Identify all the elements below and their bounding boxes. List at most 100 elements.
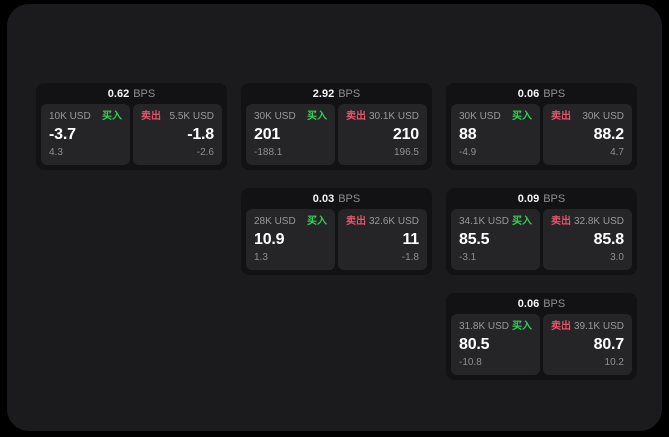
buy-side-label: 买入: [102, 111, 122, 122]
sell-panel[interactable]: 卖出 30.1K USD 210 196.5: [338, 104, 427, 165]
buy-delta-value: -10.8: [459, 357, 482, 368]
sell-side-label: 卖出: [346, 111, 366, 122]
buy-side-label: 买入: [512, 321, 532, 332]
quote-card: 0.06 BPS 31.8K USD 买入 80.5 -10.8 卖出 39.1…: [446, 293, 637, 380]
buy-panel[interactable]: 10K USD 买入 -3.7 4.3: [41, 104, 130, 165]
sell-price-value: -1.8: [187, 126, 214, 143]
sell-panel[interactable]: 卖出 5.5K USD -1.8 -2.6: [133, 104, 222, 165]
buy-delta-value: -3.1: [459, 252, 477, 263]
bps-unit-label: BPS: [543, 297, 566, 310]
sell-price-value: 85.8: [593, 231, 625, 248]
buy-price-value: 10.9: [254, 231, 285, 248]
buy-delta-value: 1.3: [254, 252, 268, 263]
quote-card: 2.92 BPS 30K USD 买入 201 -188.1 卖出 30.1K …: [241, 83, 432, 170]
buy-label-row: 31.8K USD 买入: [459, 321, 532, 333]
quote-card: 0.03 BPS 28K USD 买入 10.9 1.3 卖出 32.6K US…: [241, 188, 432, 275]
sell-side-label: 卖出: [346, 216, 366, 227]
sell-delta-value: 196.5: [393, 147, 419, 158]
buy-side-label: 买入: [307, 111, 327, 122]
sell-label-row: 卖出 39.1K USD: [551, 321, 624, 333]
sell-label-row: 卖出 32.6K USD: [346, 216, 419, 228]
buy-amount-label: 28K USD: [254, 216, 296, 227]
buy-delta-value: -188.1: [254, 147, 283, 158]
quote-card: 0.06 BPS 30K USD 买入 88 -4.9 卖出 30K USD 8…: [446, 83, 637, 170]
sell-price-value: 80.7: [593, 336, 625, 353]
sell-amount-label: 32.6K USD: [368, 216, 419, 227]
buy-amount-label: 30K USD: [254, 111, 296, 122]
quote-card-header: 2.92 BPS: [241, 83, 432, 104]
sell-side-label: 卖出: [551, 321, 571, 332]
buy-label-row: 30K USD 买入: [459, 111, 532, 123]
sell-delta-value: -1.8: [401, 252, 419, 263]
buy-amount-label: 10K USD: [49, 111, 91, 122]
bps-unit-label: BPS: [543, 87, 566, 100]
cards-grid: 0.62 BPS 10K USD 买入 -3.7 4.3 卖出 5.5K USD…: [36, 83, 637, 380]
quote-card: 0.09 BPS 34.1K USD 买入 85.5 -3.1 卖出 32.8K…: [446, 188, 637, 275]
buy-panel[interactable]: 28K USD 买入 10.9 1.3: [246, 209, 335, 270]
bps-value: 0.06: [517, 297, 540, 310]
sell-amount-label: 30.1K USD: [368, 111, 419, 122]
quote-panels: 31.8K USD 买入 80.5 -10.8 卖出 39.1K USD 80.…: [446, 314, 637, 380]
buy-panel[interactable]: 30K USD 买入 201 -188.1: [246, 104, 335, 165]
sell-delta-value: 10.2: [604, 357, 624, 368]
sell-label-row: 卖出 30.1K USD: [346, 111, 419, 123]
buy-label-row: 10K USD 买入: [49, 111, 122, 123]
bps-unit-label: BPS: [133, 87, 156, 100]
bps-unit-label: BPS: [543, 192, 566, 205]
bps-value: 0.62: [107, 87, 130, 100]
buy-price-value: 88: [459, 126, 477, 143]
sell-panel[interactable]: 卖出 32.6K USD 11 -1.8: [338, 209, 427, 270]
sell-amount-label: 32.8K USD: [573, 216, 624, 227]
quote-panels: 30K USD 买入 88 -4.9 卖出 30K USD 88.2 4.7: [446, 104, 637, 170]
bps-value: 0.06: [517, 87, 540, 100]
bps-value: 0.09: [517, 192, 540, 205]
sell-side-label: 卖出: [141, 111, 161, 122]
sell-label-row: 卖出 5.5K USD: [141, 111, 214, 123]
buy-side-label: 买入: [512, 216, 532, 227]
quote-card-header: 0.09 BPS: [446, 188, 637, 209]
sell-amount-label: 39.1K USD: [573, 321, 624, 332]
bps-unit-label: BPS: [338, 192, 361, 205]
sell-amount-label: 5.5K USD: [169, 111, 214, 122]
quote-card-header: 0.06 BPS: [446, 83, 637, 104]
sell-price-value: 11: [402, 231, 419, 248]
sell-panel[interactable]: 卖出 39.1K USD 80.7 10.2: [543, 314, 632, 375]
buy-label-row: 28K USD 买入: [254, 216, 327, 228]
sell-label-row: 卖出 30K USD: [551, 111, 624, 123]
buy-amount-label: 31.8K USD: [459, 321, 510, 332]
buy-panel[interactable]: 31.8K USD 买入 80.5 -10.8: [451, 314, 540, 375]
sell-panel[interactable]: 卖出 30K USD 88.2 4.7: [543, 104, 632, 165]
sell-delta-value: 3.0: [610, 252, 624, 263]
sell-delta-value: 4.7: [610, 147, 624, 158]
sell-amount-label: 30K USD: [582, 111, 624, 122]
buy-label-row: 30K USD 买入: [254, 111, 327, 123]
buy-delta-value: 4.3: [49, 147, 63, 158]
quote-panels: 10K USD 买入 -3.7 4.3 卖出 5.5K USD -1.8 -2.…: [36, 104, 227, 170]
buy-amount-label: 34.1K USD: [459, 216, 510, 227]
bps-unit-label: BPS: [338, 87, 361, 100]
buy-amount-label: 30K USD: [459, 111, 501, 122]
buy-price-value: -3.7: [49, 126, 76, 143]
quote-panels: 34.1K USD 买入 85.5 -3.1 卖出 32.8K USD 85.8…: [446, 209, 637, 275]
quote-card-header: 0.62 BPS: [36, 83, 227, 104]
sell-delta-value: -2.6: [196, 147, 214, 158]
buy-side-label: 买入: [512, 111, 532, 122]
quote-card-header: 0.03 BPS: [241, 188, 432, 209]
buy-panel[interactable]: 30K USD 买入 88 -4.9: [451, 104, 540, 165]
sell-price-value: 88.2: [593, 126, 625, 143]
quote-panels: 30K USD 买入 201 -188.1 卖出 30.1K USD 210 1…: [241, 104, 432, 170]
sell-label-row: 卖出 32.8K USD: [551, 216, 624, 228]
quote-card-header: 0.06 BPS: [446, 293, 637, 314]
sell-side-label: 卖出: [551, 111, 571, 122]
sell-side-label: 卖出: [551, 216, 571, 227]
quote-panels: 28K USD 买入 10.9 1.3 卖出 32.6K USD 11 -1.8: [241, 209, 432, 275]
sell-price-value: 210: [392, 126, 419, 143]
bps-value: 2.92: [312, 87, 335, 100]
buy-label-row: 34.1K USD 买入: [459, 216, 532, 228]
app-window: 0.62 BPS 10K USD 买入 -3.7 4.3 卖出 5.5K USD…: [7, 4, 662, 431]
sell-panel[interactable]: 卖出 32.8K USD 85.8 3.0: [543, 209, 632, 270]
buy-price-value: 80.5: [459, 336, 490, 353]
quote-card: 0.62 BPS 10K USD 买入 -3.7 4.3 卖出 5.5K USD…: [36, 83, 227, 170]
buy-panel[interactable]: 34.1K USD 买入 85.5 -3.1: [451, 209, 540, 270]
buy-side-label: 买入: [307, 216, 327, 227]
